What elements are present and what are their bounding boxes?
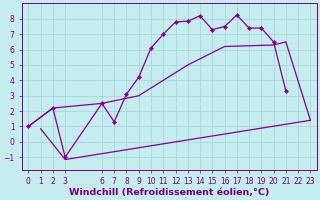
X-axis label: Windchill (Refroidissement éolien,°C): Windchill (Refroidissement éolien,°C) [69, 188, 269, 197]
